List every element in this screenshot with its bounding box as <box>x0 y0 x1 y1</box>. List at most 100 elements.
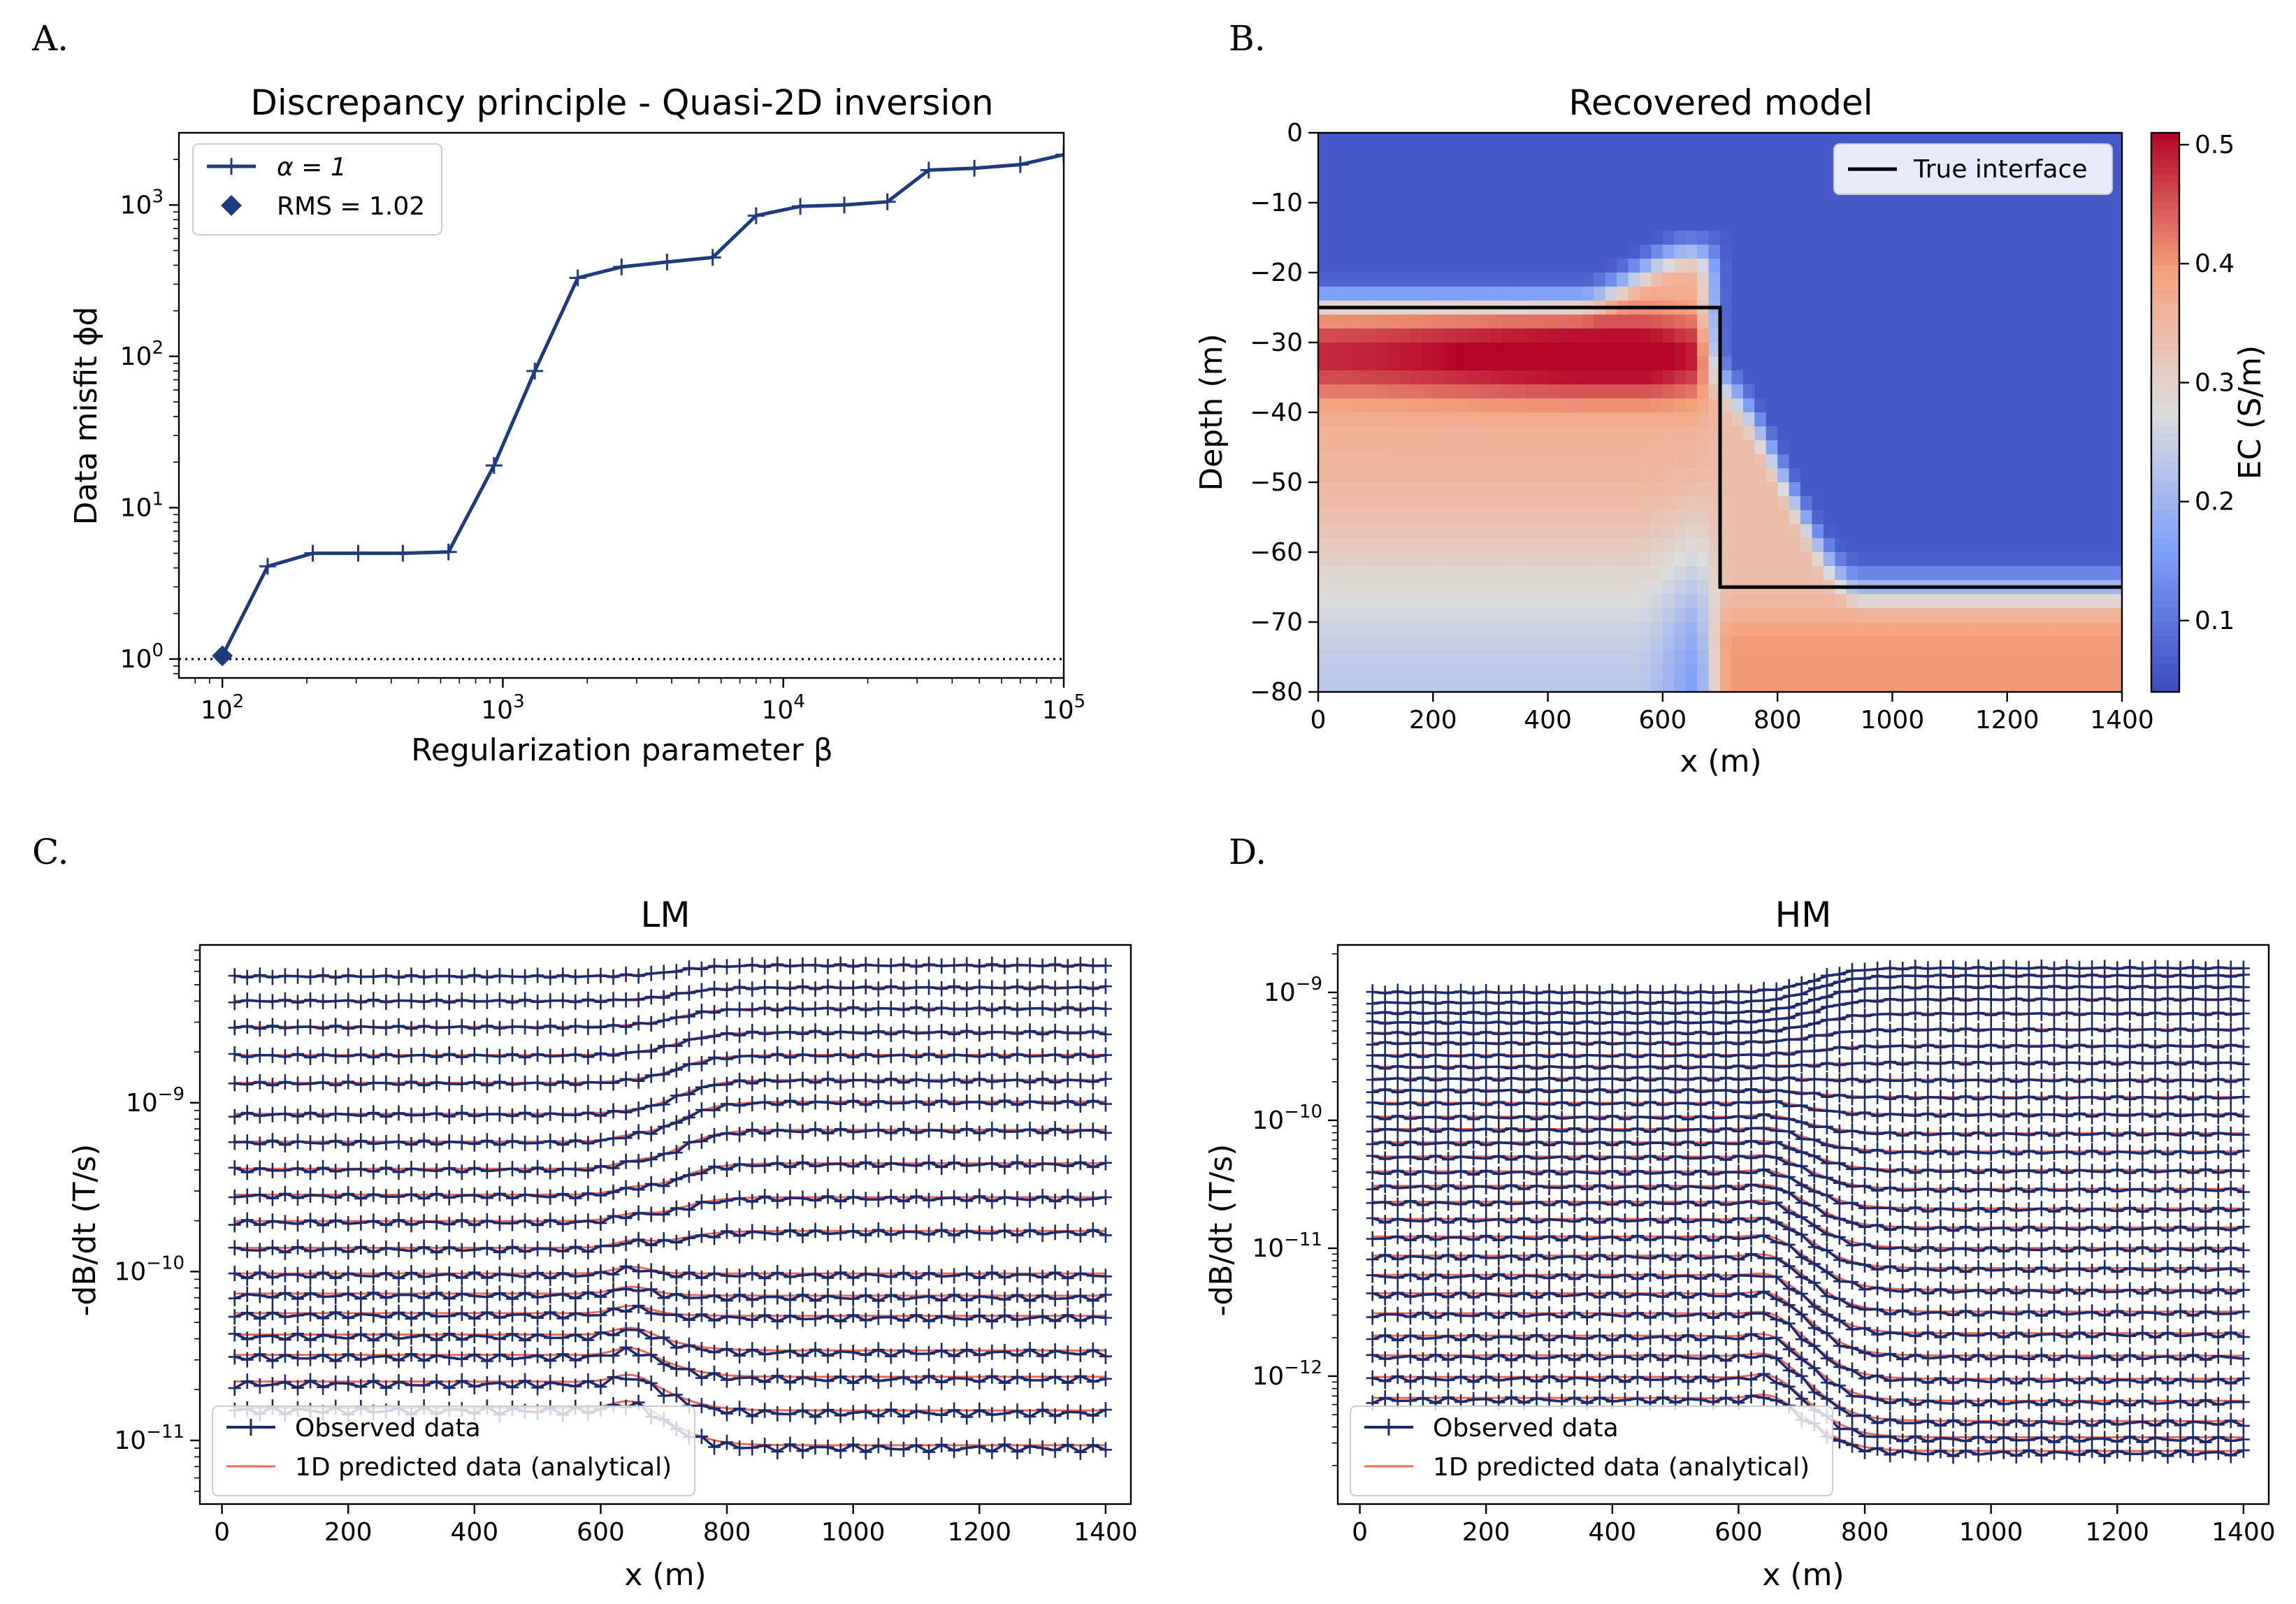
colorbar-segment <box>2151 224 2179 231</box>
model-cell <box>1490 328 1503 343</box>
model-cell <box>1662 594 1675 609</box>
predicted-curve <box>1372 1183 2244 1229</box>
model-cell <box>1433 384 1445 399</box>
model-cell <box>1628 245 1640 259</box>
model-cell <box>1984 384 1997 399</box>
model-cell <box>1881 636 1893 651</box>
model-cell <box>1444 398 1457 413</box>
model-cell <box>1617 315 1629 329</box>
observed-curve <box>1372 1372 2244 1444</box>
model-cell <box>1903 203 1916 217</box>
model-cell <box>1685 259 1698 273</box>
observed-markers <box>228 956 1112 985</box>
model-cell <box>2007 315 2019 329</box>
model-cell <box>1926 510 1939 525</box>
model-cell <box>1823 203 1836 217</box>
model-cell <box>1972 273 1985 287</box>
model-cell <box>1490 538 1503 553</box>
model-cell <box>1536 524 1549 539</box>
model-cell <box>1605 622 1617 637</box>
model-cell <box>1766 538 1778 553</box>
model-cell <box>2076 203 2088 217</box>
model-cell <box>1846 245 1858 259</box>
model-cell <box>1720 524 1733 539</box>
model-cell <box>1697 287 1710 301</box>
model-cell <box>1456 678 1468 692</box>
model-cell <box>1582 496 1595 511</box>
model-cell <box>1387 650 1399 665</box>
model-cell <box>1329 384 1342 399</box>
model-cell <box>1731 678 1744 692</box>
model-cell <box>2087 231 2100 245</box>
model-cell <box>1433 622 1445 637</box>
model-cell <box>1697 594 1710 609</box>
model-cell <box>1594 133 1606 147</box>
model-cell <box>1433 594 1445 609</box>
model-cell <box>2019 259 2031 273</box>
model-cell <box>1559 426 1572 441</box>
colorbar-segment <box>2151 657 2179 665</box>
model-cell <box>1376 636 1388 651</box>
model-cell <box>2099 259 2111 273</box>
model-cell <box>1318 356 1331 371</box>
model-cell <box>1524 594 1537 609</box>
observed-markers <box>1366 978 2250 1022</box>
model-cell <box>1399 454 1411 469</box>
model-cell <box>2030 510 2042 525</box>
model-cell <box>1674 203 1687 217</box>
model-cell <box>2099 524 2111 539</box>
model-cell <box>1605 552 1617 567</box>
model-cell <box>1571 636 1583 651</box>
model-cell <box>1800 175 1813 189</box>
model-cell <box>1731 622 1744 637</box>
model-cell <box>1513 203 1526 217</box>
model-cell <box>2053 608 2065 623</box>
model-cell <box>1731 328 1744 343</box>
model-cell <box>2064 608 2077 623</box>
model-cell <box>1479 189 1492 203</box>
model-cell <box>1640 189 1652 203</box>
model-cell <box>1640 440 1652 455</box>
model-cell <box>1501 678 1515 692</box>
model-cell <box>2099 454 2111 469</box>
model-cell <box>2064 454 2077 469</box>
model-cell <box>1387 622 1399 637</box>
model-cell <box>1536 203 1549 217</box>
model-cell <box>1444 594 1457 609</box>
model-cell <box>1685 440 1698 455</box>
model-cell <box>1674 342 1687 357</box>
model-cell <box>1915 301 1928 315</box>
model-cell <box>1892 370 1905 385</box>
model-cell <box>1421 454 1434 469</box>
model-cell <box>1674 273 1687 287</box>
model-cell <box>1651 231 1663 245</box>
panel-b-legend: True interface <box>1833 143 2113 195</box>
model-cell <box>1490 259 1503 273</box>
model-cell <box>1547 468 1560 483</box>
model-cell <box>1766 608 1778 623</box>
model-cell <box>1399 426 1411 441</box>
model-cell <box>1421 468 1434 483</box>
model-cell <box>1559 175 1572 189</box>
model-cell <box>1708 217 1721 231</box>
model-cell <box>1766 203 1778 217</box>
model-cell <box>1662 524 1675 539</box>
observed-markers <box>1366 1093 2250 1125</box>
observed-curve <box>1372 1027 2244 1046</box>
model-cell <box>1547 552 1560 567</box>
model-cell <box>2064 342 2077 357</box>
model-cell <box>1456 580 1468 595</box>
model-cell <box>2110 175 2122 189</box>
model-cell <box>1341 538 1354 553</box>
model-cell <box>2087 328 2100 343</box>
model-cell <box>1961 608 1974 623</box>
model-cell <box>2007 538 2019 553</box>
model-cell <box>1800 594 1813 609</box>
model-cell <box>1582 608 1595 623</box>
observed-markers <box>1366 1054 2250 1077</box>
model-cell <box>1754 398 1767 413</box>
colorbar-segment <box>2151 245 2179 252</box>
model-cell <box>1961 454 1974 469</box>
model-cell <box>1605 496 1617 511</box>
model-cell <box>1376 412 1388 427</box>
